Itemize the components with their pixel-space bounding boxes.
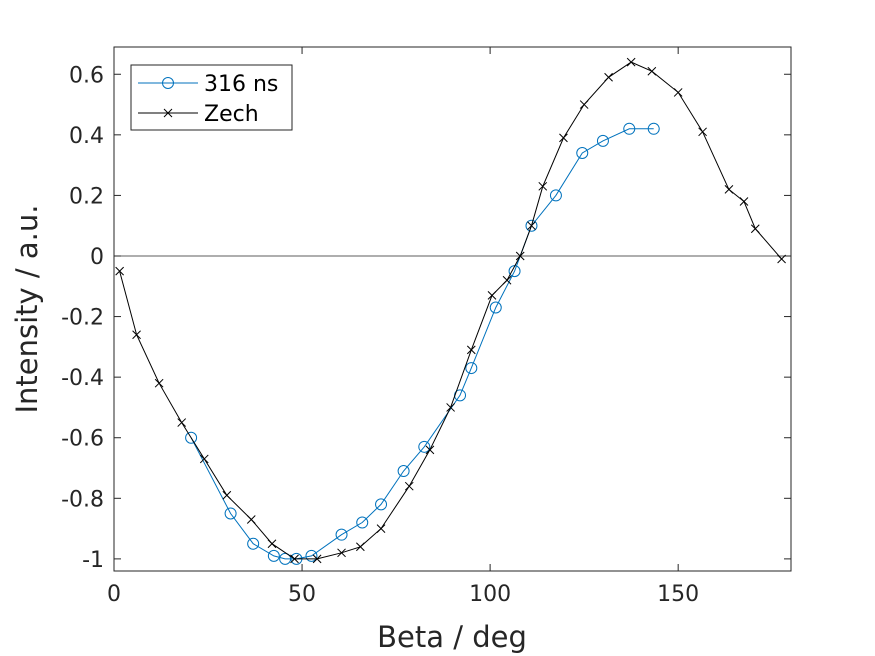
data-point-zech [246, 515, 256, 524]
y-tick-label: 0.4 [69, 124, 104, 149]
data-point-zech [724, 185, 734, 194]
data-point-316-ns [465, 362, 478, 375]
series-layer [115, 57, 786, 565]
y-tick-label: -0.4 [61, 366, 104, 391]
y-tick-label: -0.6 [61, 427, 104, 452]
x-tick-label: 0 [107, 582, 121, 607]
data-point-zech [502, 275, 512, 285]
data-point-zech [626, 57, 636, 67]
x-tick-label: 100 [469, 582, 511, 607]
data-point-316-ns [397, 465, 410, 478]
data-point-zech [604, 72, 613, 82]
data-point-zech [777, 254, 786, 264]
data-point-316-ns [335, 528, 348, 541]
legend-box [130, 64, 293, 131]
data-point-316-ns [224, 507, 237, 520]
data-point-zech [376, 524, 386, 533]
data-point-zech [515, 251, 525, 261]
y-tick-label: 0.2 [69, 184, 104, 209]
y-tick-label: 0 [90, 245, 104, 270]
data-point-zech [290, 554, 299, 564]
legend-label-316ns: 316 ns [204, 72, 278, 97]
plot-area [113, 46, 792, 572]
y-tick-label: 0.6 [69, 63, 104, 88]
data-point-zech [487, 291, 497, 300]
data-point-zech [154, 378, 164, 388]
legend-marker-circle [162, 77, 174, 89]
data-point-316-ns [267, 549, 280, 562]
data-point-zech [466, 345, 476, 355]
data-point-316-ns [185, 431, 198, 444]
data-point-316-ns [356, 516, 369, 529]
data-point-zech [132, 330, 141, 340]
axis-ticks: 0 50 100 150 -1 -0.8 -0.6 -0.4 -0.2 0 0.2 0.4 0.6 [61, 47, 791, 607]
data-point-316-ns [549, 189, 562, 202]
data-point-316-ns [623, 122, 636, 135]
data-point-zech [337, 548, 346, 558]
data-point-316-ns [305, 549, 318, 562]
data-point-316-ns [375, 498, 388, 511]
legend-marker-x [163, 108, 173, 118]
data-point-zech [115, 266, 124, 276]
legend-label-zech: Zech [204, 102, 259, 127]
data-point-zech [579, 100, 589, 109]
data-point-316-ns [525, 219, 538, 232]
data-point-316-ns [489, 301, 502, 314]
data-point-316-ns [418, 440, 431, 453]
data-point-zech [404, 481, 414, 491]
data-point-zech [750, 224, 760, 234]
data-point-zech [355, 542, 365, 552]
y-tick-label: -0.2 [61, 306, 104, 331]
data-point-zech [739, 197, 749, 206]
data-point-316-ns [247, 537, 260, 550]
y-tick-label: -0.8 [61, 487, 104, 512]
data-point-zech [312, 554, 322, 564]
data-point-zech [222, 490, 232, 500]
data-point-zech [177, 418, 187, 427]
data-point-zech [538, 181, 548, 191]
x-axis-label: Beta / deg [377, 620, 527, 654]
data-point-zech [559, 133, 568, 143]
x-tick-label: 50 [288, 582, 316, 607]
data-point-316-ns [576, 147, 589, 160]
data-point-316-ns [647, 122, 660, 135]
data-point-zech [673, 88, 683, 97]
data-point-zech [527, 221, 536, 231]
x-tick-label: 150 [657, 582, 699, 607]
data-point-zech [698, 127, 707, 137]
data-point-zech [199, 454, 209, 464]
data-point-zech [267, 539, 277, 549]
legend: 316 ns Zech [130, 64, 293, 131]
data-point-zech [446, 403, 455, 412]
data-point-zech [647, 66, 657, 76]
y-tick-label: -1 [82, 548, 104, 573]
data-point-zech [425, 445, 435, 455]
data-point-316-ns [596, 134, 609, 147]
y-axis-label: Intensity / a.u. [10, 204, 44, 413]
